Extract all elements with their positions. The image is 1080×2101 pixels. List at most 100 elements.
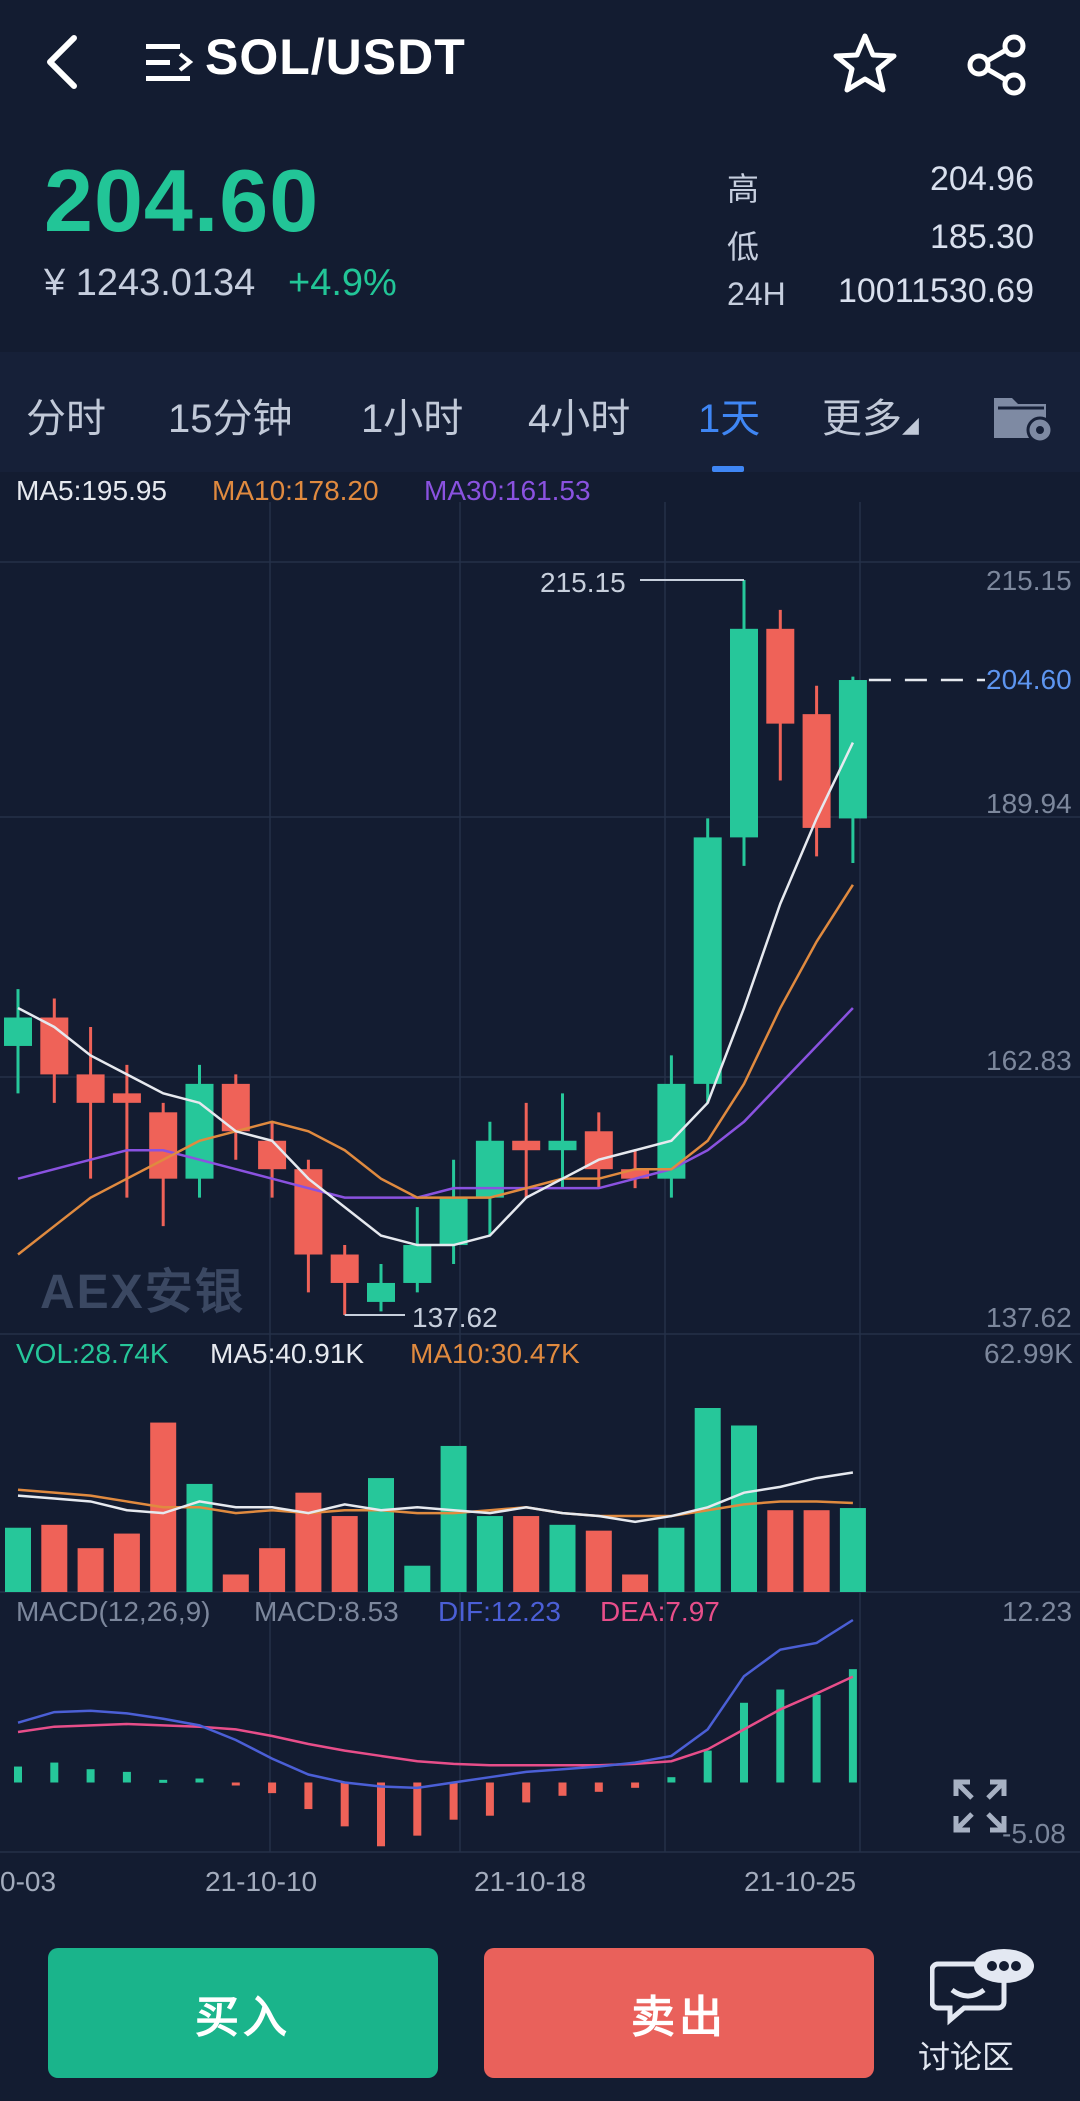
pair-title[interactable]: SOL/USDT bbox=[205, 29, 466, 85]
volume-bar bbox=[658, 1527, 685, 1592]
volume-bar bbox=[295, 1492, 322, 1592]
volume-bar bbox=[331, 1516, 358, 1592]
last-price: 204.60 bbox=[44, 151, 320, 250]
macd-histogram-bar bbox=[268, 1782, 277, 1794]
volume-bar bbox=[513, 1516, 540, 1592]
macd-histogram-bar bbox=[485, 1782, 494, 1816]
volume-bar bbox=[731, 1425, 757, 1592]
volume-bar bbox=[585, 1530, 612, 1592]
candle-body bbox=[4, 1017, 32, 1046]
candle-body bbox=[584, 1131, 613, 1170]
candle-body bbox=[512, 1140, 541, 1151]
ma5-line bbox=[17, 742, 855, 1247]
volume-bar bbox=[622, 1574, 649, 1592]
low-marker-label: 137.62 bbox=[412, 1302, 498, 1333]
change-percent: +4.9% bbox=[288, 262, 397, 304]
candle-body bbox=[766, 628, 795, 724]
volume-24h-value: 10011530.69 bbox=[837, 272, 1034, 310]
cny-price: ¥ 1243.0134 bbox=[44, 262, 256, 304]
volume-bar bbox=[476, 1516, 503, 1592]
candle-body bbox=[330, 1254, 359, 1283]
macd-value: MACD:8.53 bbox=[254, 1596, 399, 1627]
macd-histogram-bar bbox=[159, 1779, 168, 1783]
date-tick-3: 21-10-18 bbox=[474, 1866, 587, 1897]
macd-histogram-bar bbox=[594, 1782, 603, 1792]
sell-button[interactable]: 卖出 bbox=[484, 1948, 874, 2078]
discussion-icon[interactable] bbox=[930, 1946, 1040, 2028]
volume-bar bbox=[803, 1510, 830, 1592]
macd-histogram-bar bbox=[122, 1771, 131, 1783]
date-tick-2: 21-10-10 bbox=[205, 1866, 318, 1897]
candle-body bbox=[258, 1140, 287, 1170]
tab-timeshare[interactable]: 分时 bbox=[26, 397, 106, 441]
candle-body bbox=[367, 1282, 395, 1302]
candle-body bbox=[403, 1245, 432, 1283]
top-bar: SOL/USDT bbox=[0, 0, 1080, 130]
tab-more[interactable]: 更多◢ bbox=[822, 386, 919, 444]
date-tick-1: 0-03 bbox=[0, 1866, 57, 1897]
ma30-label: MA30:161.53 bbox=[424, 475, 591, 506]
fullscreen-icon[interactable] bbox=[952, 1778, 1008, 1834]
candle-body bbox=[439, 1197, 468, 1246]
tab-more-label: 更多 bbox=[822, 397, 902, 441]
tab-1hour[interactable]: 1小时 bbox=[361, 397, 464, 441]
macd-histogram-bar bbox=[812, 1694, 821, 1783]
active-tab-indicator bbox=[712, 466, 744, 472]
share-icon[interactable] bbox=[966, 34, 1030, 96]
candle-body bbox=[112, 1093, 141, 1103]
volume-bar bbox=[440, 1445, 467, 1592]
candle-body bbox=[802, 714, 831, 828]
back-arrow-icon[interactable] bbox=[40, 32, 84, 92]
dea-line bbox=[17, 1675, 854, 1767]
dif-line bbox=[17, 1618, 854, 1790]
macd-min-tick: -5.08 bbox=[1002, 1818, 1066, 1849]
candle-body bbox=[76, 1074, 105, 1103]
macd-histogram-bar bbox=[231, 1782, 240, 1786]
macd-histogram-bar bbox=[740, 1702, 748, 1783]
kline-chart[interactable] bbox=[0, 472, 1080, 1920]
volume-bar bbox=[222, 1574, 249, 1592]
macd-max-tick: 12.23 bbox=[1002, 1596, 1073, 1627]
candle-body bbox=[185, 1083, 214, 1179]
vol-ma5-label: MA5:40.91K bbox=[210, 1338, 365, 1369]
interval-tabs bbox=[0, 352, 1080, 472]
volume-bar bbox=[368, 1478, 394, 1592]
tab-1day[interactable]: 1天 bbox=[698, 397, 761, 441]
macd-histogram-bar bbox=[195, 1778, 204, 1783]
dif-value: DIF:12.23 bbox=[438, 1596, 561, 1627]
volume-bar bbox=[113, 1533, 140, 1592]
vol-max-tick: 62.99K bbox=[984, 1338, 1073, 1369]
high-marker-label: 215.15 bbox=[540, 567, 626, 598]
volume-bar bbox=[259, 1548, 286, 1592]
ma10-line bbox=[17, 884, 854, 1256]
low-label: 低 bbox=[727, 229, 760, 265]
low-value: 185.30 bbox=[930, 218, 1034, 256]
macd-histogram-bar bbox=[848, 1669, 857, 1783]
chart-settings-icon[interactable] bbox=[990, 388, 1056, 444]
macd-histogram-bar bbox=[667, 1777, 676, 1783]
watermark-logo: AEX安银 bbox=[40, 1266, 245, 1319]
tab-15min[interactable]: 15分钟 bbox=[168, 397, 293, 441]
macd-histogram-bar bbox=[558, 1782, 567, 1796]
volume-24h-label: 24H bbox=[727, 276, 786, 312]
price-tick-3: 162.83 bbox=[986, 1045, 1072, 1076]
ma30-line bbox=[17, 1007, 854, 1199]
high-value: 204.96 bbox=[930, 160, 1034, 198]
vol-label: VOL:28.74K bbox=[16, 1338, 169, 1369]
vol-ma10-label: MA10:30.47K bbox=[410, 1338, 580, 1369]
macd-histogram-bar bbox=[776, 1689, 785, 1783]
volume-bar bbox=[767, 1510, 794, 1592]
ma10-label: MA10:178.20 bbox=[212, 475, 379, 506]
volume-bar bbox=[186, 1483, 213, 1592]
star-icon[interactable] bbox=[832, 32, 898, 96]
macd-title: MACD(12,26,9) bbox=[16, 1596, 211, 1627]
triangle-icon: ◢ bbox=[902, 412, 919, 437]
list-menu-icon[interactable] bbox=[146, 42, 198, 86]
price-tick-1: 215.15 bbox=[986, 565, 1072, 596]
discussion-label[interactable]: 讨论区 bbox=[918, 2039, 1015, 2075]
candle-body bbox=[548, 1140, 577, 1151]
candle-body bbox=[149, 1112, 178, 1179]
candle-body bbox=[294, 1169, 323, 1255]
buy-button[interactable]: 买入 bbox=[48, 1948, 438, 2078]
tab-4hour[interactable]: 4小时 bbox=[528, 397, 631, 441]
